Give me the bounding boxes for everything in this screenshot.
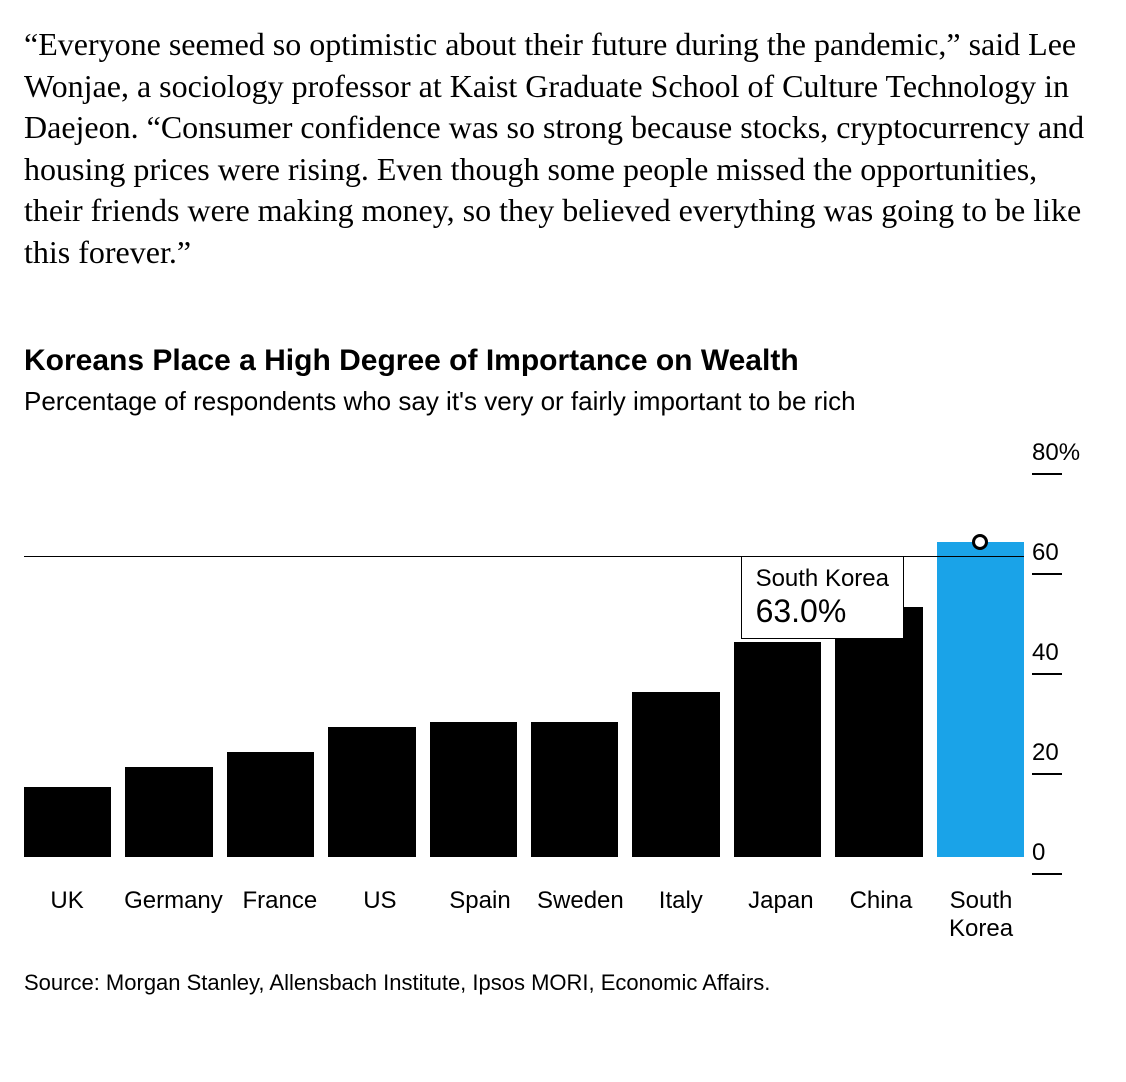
bar-slot	[125, 457, 212, 857]
x-axis-label: Italy	[638, 887, 724, 945]
bar[interactable]	[531, 722, 618, 857]
bar[interactable]	[430, 722, 517, 857]
y-axis-tick-label: 80%	[1032, 439, 1080, 466]
y-axis-tick-label: 20	[1032, 739, 1059, 766]
tooltip-label: South Korea	[756, 565, 889, 593]
bar[interactable]	[328, 727, 415, 857]
bar-slot	[328, 457, 415, 857]
y-axis-tick-label: 60	[1032, 539, 1059, 566]
plot-area: South Korea63.0%	[24, 457, 1024, 857]
chart-area: South Korea63.0% 020406080%	[24, 457, 1102, 857]
x-axis-label: Sweden	[537, 887, 624, 945]
x-axis-label: Germany	[124, 887, 223, 945]
bar[interactable]	[937, 542, 1024, 857]
y-axis-tick: 80%	[1032, 439, 1102, 475]
chart-subtitle: Percentage of respondents who say it's v…	[24, 386, 1102, 417]
y-axis-tick-line	[1032, 873, 1062, 875]
bar[interactable]	[227, 752, 314, 857]
bar-slot	[24, 457, 111, 857]
bar-slot	[734, 457, 821, 857]
bar-slot	[430, 457, 517, 857]
y-axis-tick: 20	[1032, 739, 1102, 775]
y-axis-tick-line	[1032, 473, 1062, 475]
y-axis-tick-line	[1032, 573, 1062, 575]
y-axis-tick-label: 0	[1032, 839, 1045, 866]
x-axis-label: France	[237, 887, 323, 945]
chart-source: Source: Morgan Stanley, Allensbach Insti…	[24, 970, 1102, 996]
bar[interactable]	[24, 787, 111, 857]
x-axis-label: China	[838, 887, 924, 945]
bar[interactable]	[632, 692, 719, 857]
y-axis: 020406080%	[1032, 457, 1102, 857]
x-axis-label: US	[337, 887, 423, 945]
bar[interactable]	[734, 642, 821, 857]
bar-slot	[632, 457, 719, 857]
bar-slot	[227, 457, 314, 857]
y-axis-tick-line	[1032, 773, 1062, 775]
bar-slot	[531, 457, 618, 857]
chart-tooltip: South Korea63.0%	[741, 556, 904, 639]
article-paragraph: “Everyone seemed so optimistic about the…	[24, 24, 1102, 274]
bar[interactable]	[835, 607, 922, 857]
y-axis-tick-label: 40	[1032, 639, 1059, 666]
bar-slot	[937, 457, 1024, 857]
tooltip-value: 63.0%	[756, 593, 889, 630]
y-axis-tick: 60	[1032, 539, 1102, 575]
x-axis-label: Japan	[738, 887, 824, 945]
x-axis-label: UK	[24, 887, 110, 945]
x-axis-labels: UKGermanyFranceUSSpainSwedenItalyJapanCh…	[24, 887, 1024, 945]
bar[interactable]	[125, 767, 212, 857]
x-axis-label: Spain	[437, 887, 523, 945]
highlight-marker-icon	[972, 534, 988, 550]
y-axis-tick-line	[1032, 673, 1062, 675]
y-axis-tick: 40	[1032, 639, 1102, 675]
x-axis-label: South Korea	[938, 887, 1024, 945]
chart-title: Koreans Place a High Degree of Importanc…	[24, 344, 1102, 378]
bar-slot	[835, 457, 922, 857]
y-axis-tick: 0	[1032, 839, 1102, 875]
bars-container	[24, 457, 1024, 857]
